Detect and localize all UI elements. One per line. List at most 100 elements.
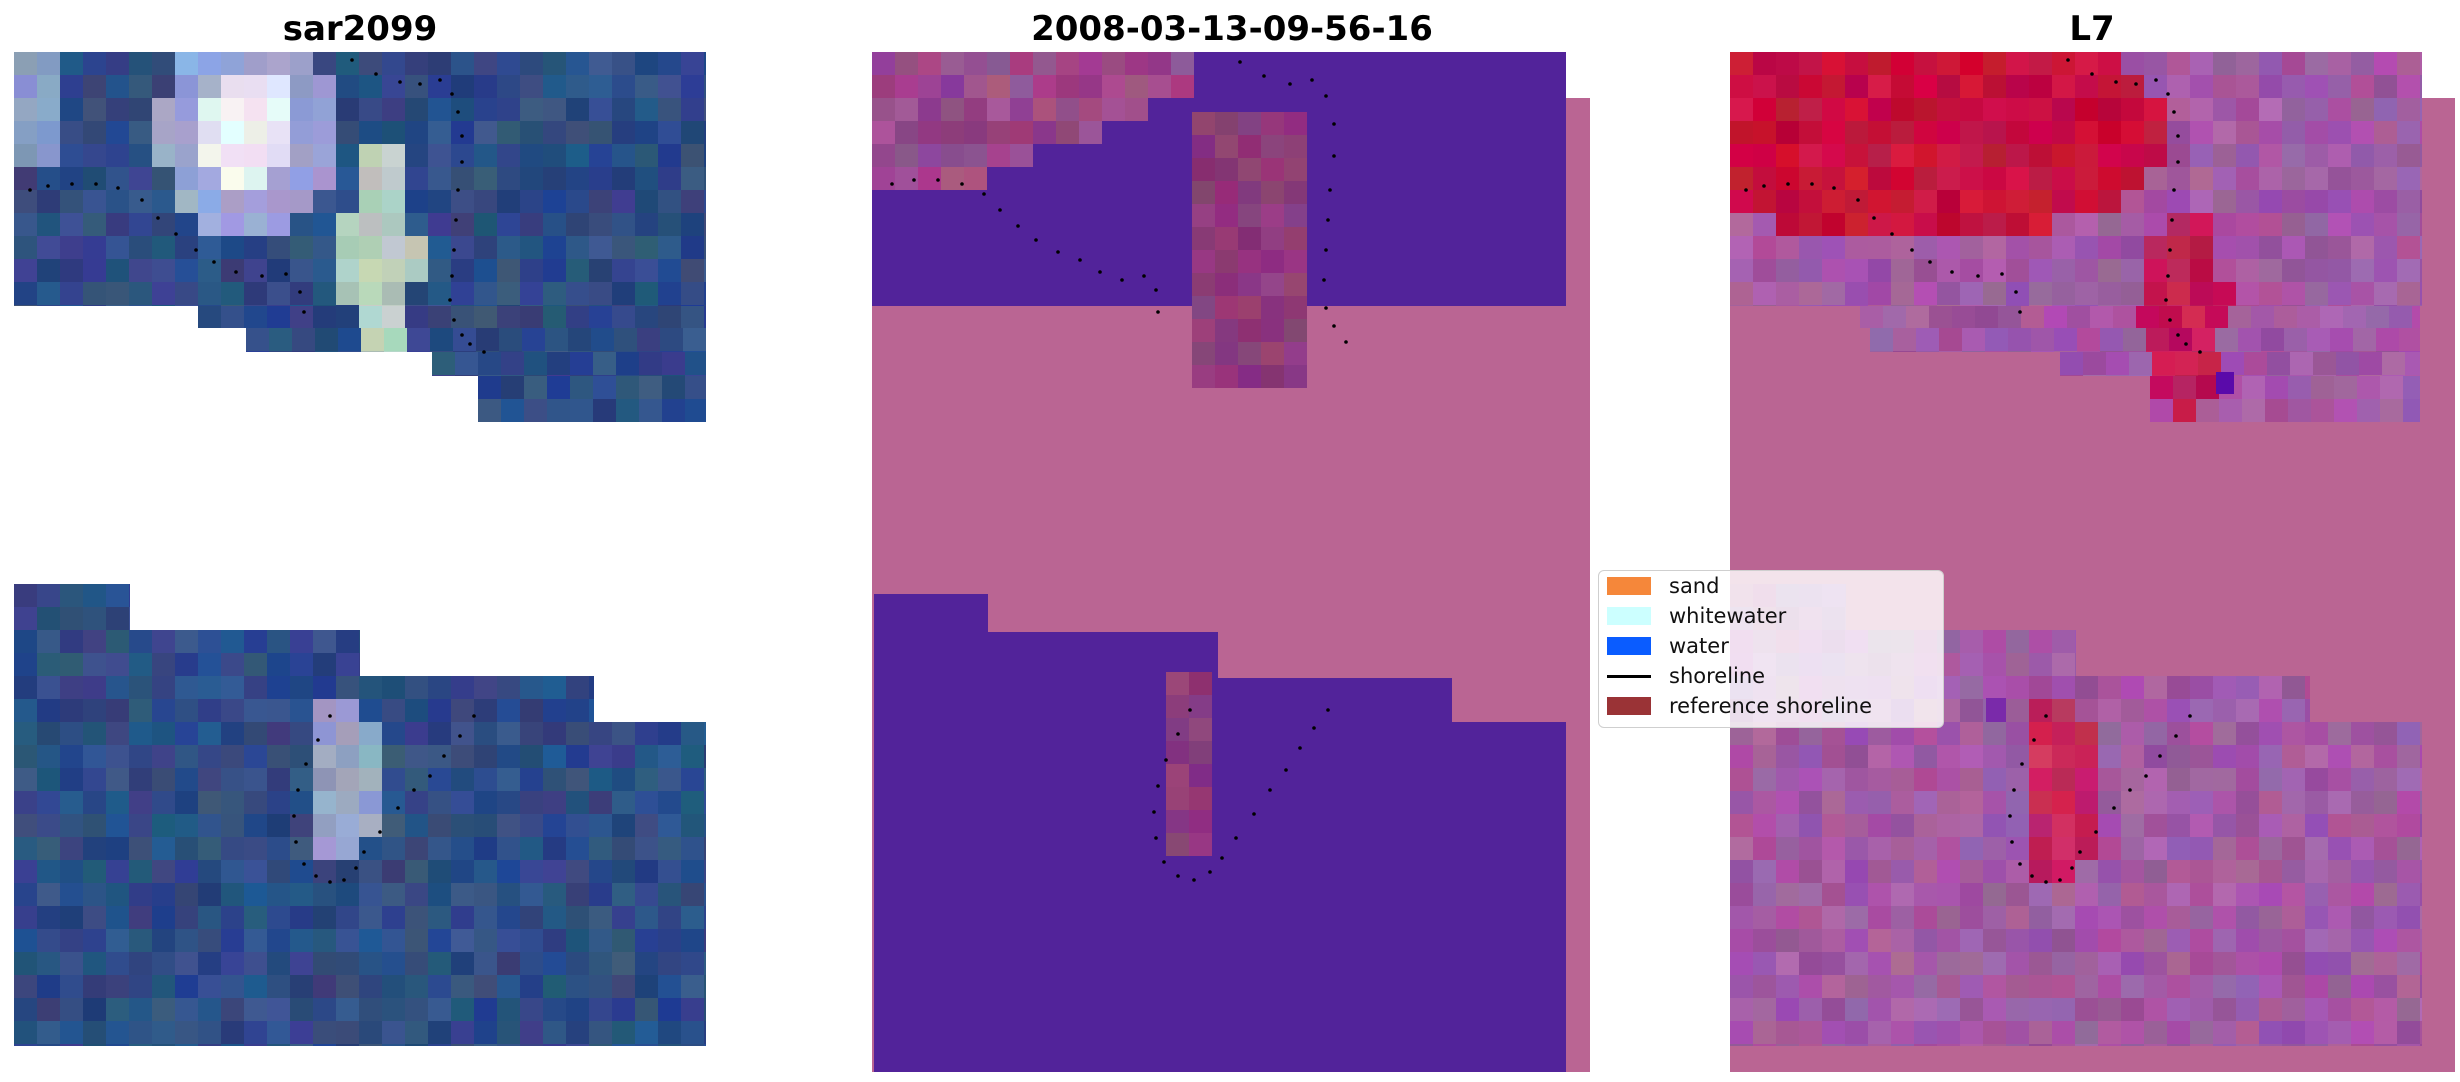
pixel (616, 399, 639, 422)
pixel (244, 860, 267, 883)
pixel (2006, 653, 2029, 676)
shoreline-point (2094, 830, 2098, 834)
pixel (2052, 75, 2075, 98)
pixel (570, 399, 593, 422)
pixel (2144, 791, 2167, 814)
pixel (267, 630, 290, 653)
pixel (1985, 351, 2008, 352)
pixel (474, 860, 497, 883)
pixel (1189, 764, 1212, 787)
pixel (589, 906, 612, 929)
shoreline-point (2172, 110, 2176, 114)
pixel (83, 653, 106, 676)
pixel (612, 722, 635, 745)
pixel (2328, 952, 2351, 975)
pixel (451, 768, 474, 791)
pixel (1079, 98, 1102, 121)
pixel (2305, 305, 2328, 306)
pixel (2144, 121, 2167, 144)
pixel (918, 98, 941, 121)
shoreline-point (2164, 298, 2168, 302)
pixel (872, 167, 895, 190)
pixel (382, 676, 405, 699)
pixel (1914, 745, 1937, 768)
pixel (2098, 768, 2121, 791)
pixel (2190, 1021, 2213, 1044)
pixel (382, 768, 405, 791)
pixel (451, 837, 474, 860)
pixel (570, 352, 593, 375)
pixel (1868, 952, 1891, 975)
pixel (1822, 167, 1845, 190)
pixel (685, 399, 706, 422)
pixel (405, 768, 428, 791)
pixel (2190, 282, 2213, 305)
pixel (2380, 399, 2403, 422)
pixel (2121, 167, 2144, 190)
pixel (497, 883, 520, 906)
pixel (501, 352, 524, 375)
pixel (543, 699, 566, 722)
pixel (2374, 975, 2397, 998)
legend-item-shoreline: shoreline (1607, 661, 1765, 691)
pixel (2259, 144, 2282, 167)
pixel (2259, 791, 2282, 814)
pixel (612, 75, 635, 98)
pixel (60, 98, 83, 121)
pixel (612, 1021, 635, 1044)
pixel (14, 998, 37, 1021)
pixel (2075, 929, 2098, 952)
pixel (635, 929, 658, 952)
pixel (2054, 328, 2077, 351)
pixel (290, 121, 313, 144)
pixel (2029, 998, 2052, 1021)
pixel (1960, 121, 1983, 144)
pixel (895, 75, 918, 98)
pixel (451, 259, 474, 282)
pixel (1776, 282, 1799, 305)
pixel (964, 52, 987, 75)
pixel (1891, 144, 1914, 167)
pixel (1189, 672, 1212, 695)
pixel (1937, 52, 1960, 75)
pixel (520, 676, 543, 699)
pixel (2098, 190, 2121, 213)
pixel (2190, 722, 2213, 745)
pixel (1284, 342, 1307, 365)
pixel (2351, 975, 2374, 998)
shoreline-point (2078, 850, 2082, 854)
pixel (2075, 699, 2098, 722)
pixel (106, 676, 129, 699)
shoreline-point (460, 134, 464, 138)
pixel (1799, 883, 1822, 906)
pixel (2190, 305, 2213, 306)
shoreline-point (450, 274, 454, 278)
pixel (2397, 52, 2420, 75)
pixel (2144, 860, 2167, 883)
pixel (520, 167, 543, 190)
pixel (1891, 998, 1914, 1021)
pixel (1776, 975, 1799, 998)
pixel (129, 121, 152, 144)
pixel (83, 630, 106, 653)
pixel (2121, 906, 2144, 929)
whitewater-swatch (1607, 607, 1651, 625)
pixel (2397, 860, 2420, 883)
shoreline-point (2176, 333, 2180, 337)
pixel (428, 282, 451, 305)
water-region (874, 584, 988, 1072)
pixel (1189, 787, 1212, 810)
pixel (129, 190, 152, 213)
pixel (704, 259, 706, 282)
pixel (637, 328, 660, 351)
shoreline-point (1016, 224, 1020, 228)
pixel (290, 975, 313, 998)
pixel (198, 1044, 221, 1046)
pixel (382, 906, 405, 929)
pixel (1799, 190, 1822, 213)
pixel (1776, 121, 1799, 144)
shoreline-point (1856, 198, 1860, 202)
pixel (2167, 791, 2190, 814)
pixel (497, 814, 520, 837)
pixel (2098, 98, 2121, 121)
